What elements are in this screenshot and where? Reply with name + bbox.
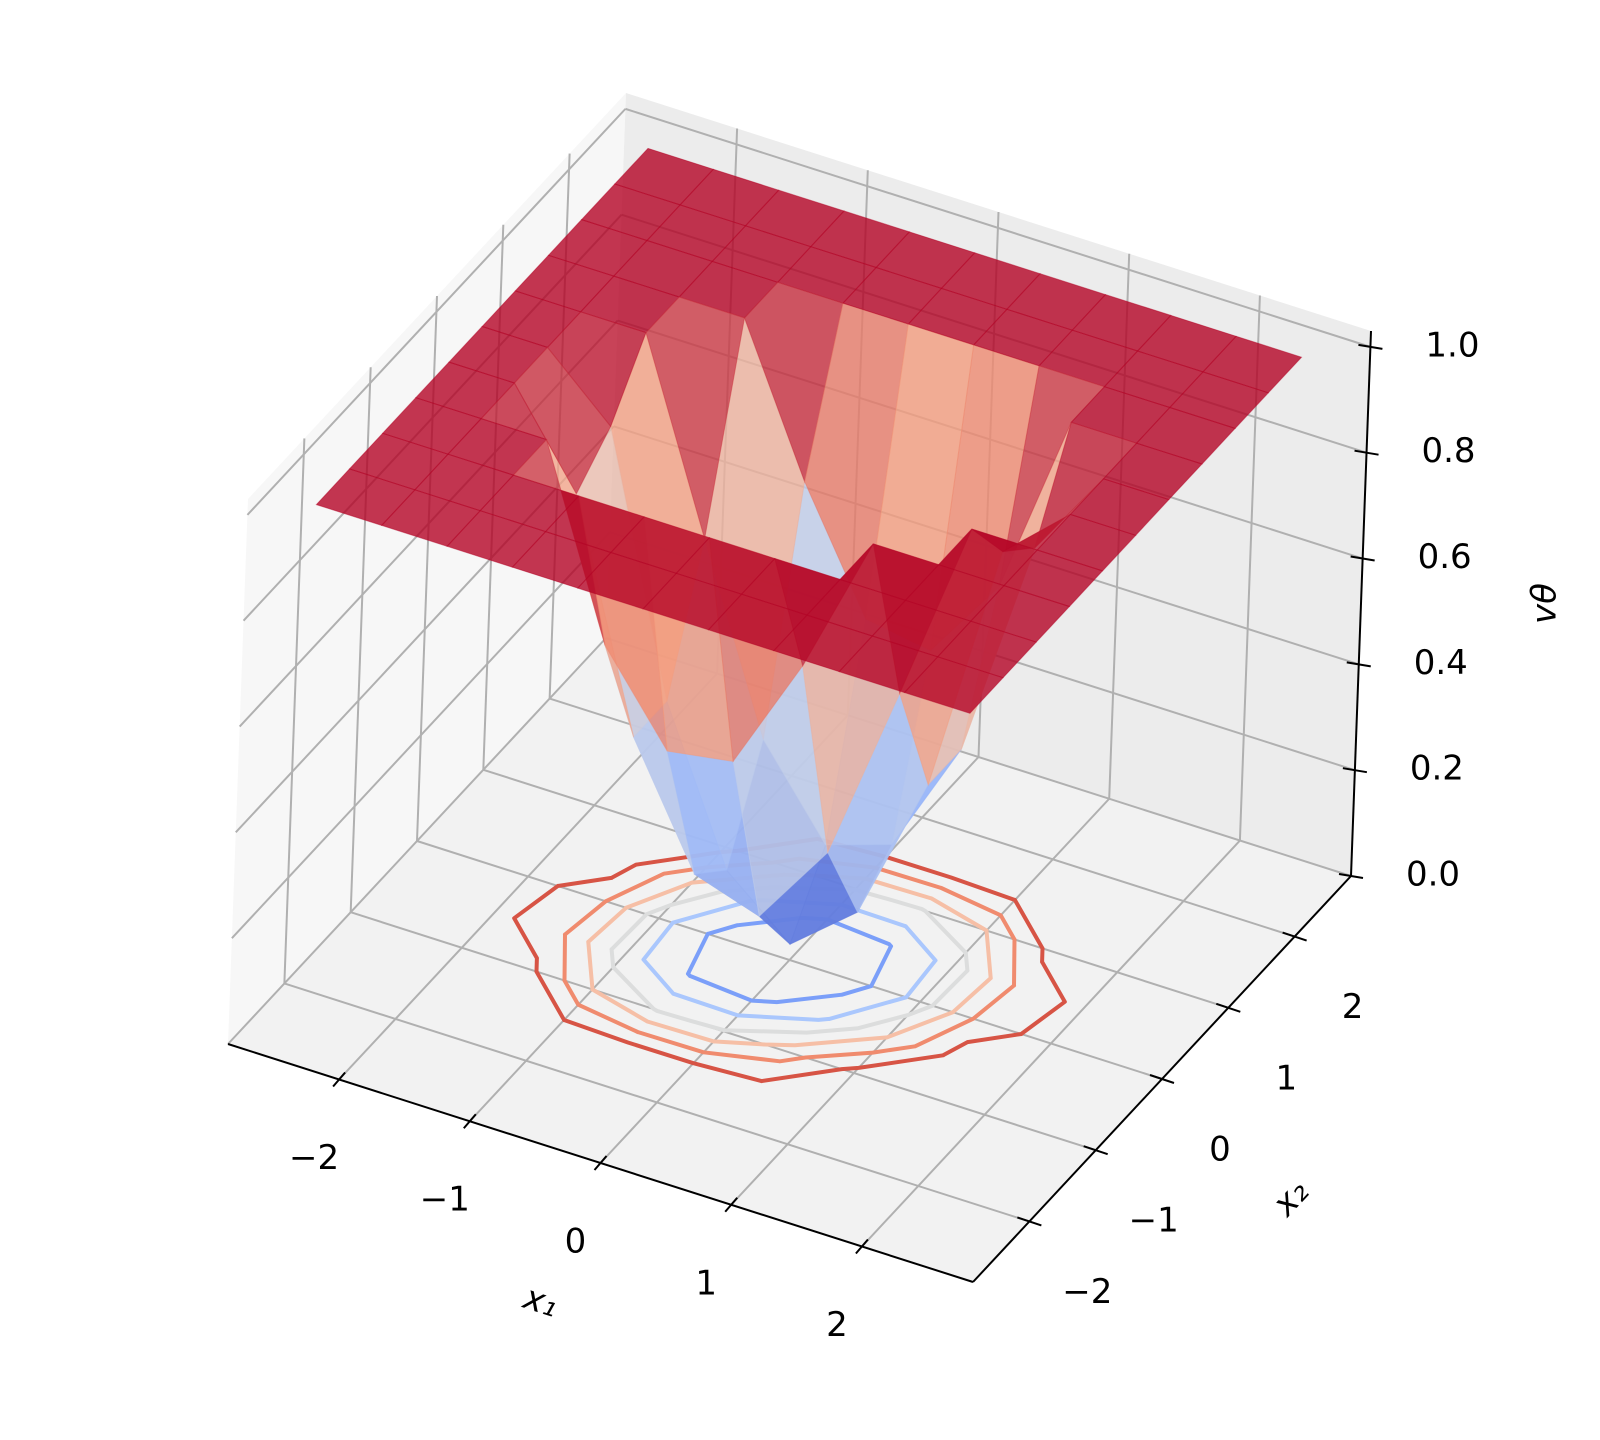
z-axis-line (1350, 330, 1372, 877)
z-tick-label: 0.6 (1418, 537, 1472, 577)
surface-patch (903, 656, 1004, 714)
x2-tick-label: 2 (1342, 987, 1364, 1027)
grid-line (284, 982, 1030, 1223)
z-tick-label: 0.2 (1410, 749, 1464, 789)
x1-tick-label: 0 (565, 1222, 587, 1262)
x2-tick (1149, 1074, 1175, 1084)
x2-tick-label: 0 (1209, 1130, 1231, 1170)
x1-tick (855, 1238, 869, 1255)
x1-tick-label: −1 (420, 1180, 470, 1220)
z-axis-label: vθ (1525, 583, 1565, 624)
x1-tick-label: −2 (289, 1138, 339, 1178)
x1-tick (593, 1155, 608, 1171)
x2-tick (1215, 1002, 1241, 1013)
z-tick-label: 0.4 (1414, 643, 1468, 683)
grid-line (231, 531, 611, 939)
grid-line (416, 840, 1163, 1080)
axes (227, 330, 1383, 1283)
z-tick (1354, 449, 1379, 456)
x2-tick-label: −1 (1129, 1201, 1179, 1241)
z-tick-label: 1.0 (1425, 325, 1479, 365)
x2-tick (1083, 1145, 1109, 1156)
grid-line (246, 108, 627, 516)
z-tick (1342, 767, 1368, 774)
x2-tick-label: −2 (1062, 1272, 1112, 1312)
x1-tick-label: 1 (695, 1263, 717, 1303)
x2-tick-label: 1 (1275, 1058, 1297, 1098)
z-tick-label: 0.0 (1406, 855, 1460, 895)
z-tick (1346, 661, 1371, 668)
x2-tick (1017, 1216, 1042, 1227)
x2-tick (1282, 931, 1307, 942)
x1-tick-label: 2 (826, 1305, 848, 1345)
z-tick (1338, 873, 1364, 879)
labels: −2 −1 0 1 2 −2 −1 0 1 2 0.0 0.2 0.4 0.6 0.8 1.0 x₁ x₂ vθ (289, 325, 1564, 1345)
x1-tick (724, 1197, 738, 1213)
z-tick-label: 0.8 (1421, 431, 1475, 471)
surface (315, 147, 1303, 946)
x1-tick (332, 1071, 346, 1088)
z-tick (1358, 343, 1383, 350)
x1-axis-label: x₁ (518, 1277, 563, 1326)
z-tick (1350, 555, 1375, 562)
grid-line (227, 637, 607, 1045)
grid-line (625, 107, 1371, 348)
x1-tick (463, 1113, 477, 1129)
x2-axis-label: x₂ (1264, 1172, 1317, 1225)
grid-line (283, 438, 306, 984)
